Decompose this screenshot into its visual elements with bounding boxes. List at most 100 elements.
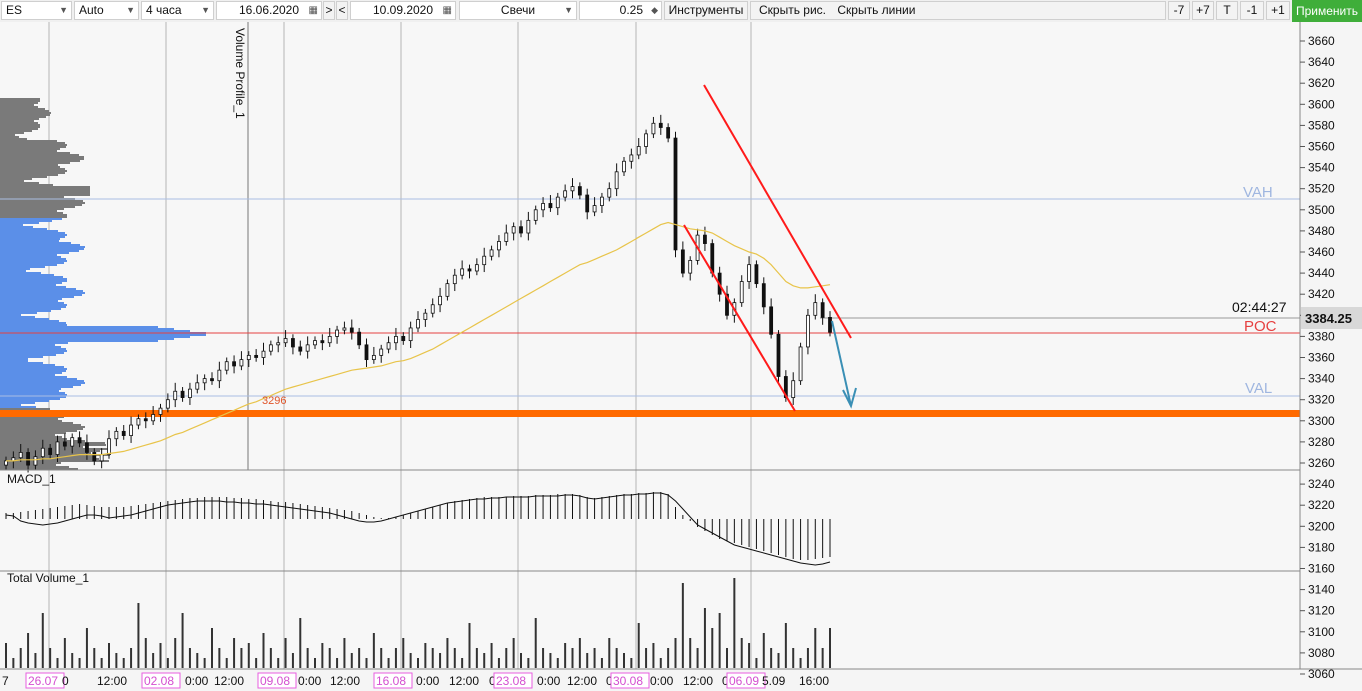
profile-bar: [0, 340, 158, 342]
candle-body: [143, 418, 148, 422]
candle-body: [85, 442, 89, 453]
profile-bar: [0, 436, 62, 438]
profile-bar: [0, 308, 61, 310]
candle-body: [151, 414, 156, 422]
profile-bar: [0, 456, 94, 458]
profile-bar: [0, 180, 24, 182]
candle-body: [776, 333, 781, 377]
price-chart[interactable]: Volume Profile_1 VAH POC VAL 3296 02:44:…: [0, 22, 1362, 691]
price-axis[interactable]: [1300, 22, 1362, 669]
candle-body: [224, 361, 229, 371]
candle-body: [165, 399, 170, 409]
toolbar: ES ▼ Auto ▼ 4 часа ▼ 16.06.2020 ▦ > < 10.09.…: [0, 0, 1362, 23]
profile-bar: [0, 188, 90, 190]
profile-bar: [0, 152, 70, 154]
time-axis[interactable]: [0, 669, 1300, 691]
profile-bar: [0, 298, 62, 300]
candle-body: [806, 314, 810, 348]
profile-bar: [0, 256, 61, 258]
macd-signal-line: [5, 492, 831, 566]
profile-bar: [0, 330, 190, 332]
today-button[interactable]: T: [1216, 1, 1238, 20]
profile-bar: [0, 390, 59, 392]
candle-body: [761, 283, 766, 308]
candle-body: [26, 452, 30, 466]
time-label: 7: [2, 674, 9, 688]
candle-body: [423, 312, 428, 320]
shift-minus1-button[interactable]: -1: [1240, 1, 1264, 20]
profile-bar: [0, 312, 37, 314]
date-to-field[interactable]: 10.09.2020 ▦: [350, 1, 456, 20]
calendar-icon: ▦: [308, 5, 318, 16]
profile-bar: [0, 224, 23, 226]
time-label: 0:00: [537, 674, 561, 688]
candle-body: [291, 338, 295, 348]
shift-minus7-button[interactable]: -7: [1168, 1, 1190, 20]
profile-bar: [0, 352, 64, 354]
scale-mode-select[interactable]: Auto ▼: [74, 1, 139, 20]
profile-bar: [0, 126, 40, 128]
apply-button[interactable]: Применить: [1292, 0, 1362, 22]
shift-plus1-button[interactable]: +1: [1266, 1, 1290, 20]
profile-bar: [0, 334, 206, 336]
candle-body: [828, 317, 832, 333]
profile-bar: [0, 120, 34, 122]
candle-body: [364, 344, 369, 361]
profile-bar: [0, 328, 174, 330]
profile-bar: [0, 250, 79, 252]
chevron-down-icon: ▼: [59, 5, 68, 15]
profile-bar: [0, 192, 90, 194]
profile-bar: [0, 364, 55, 366]
hide-drawings-button[interactable]: Скрыть рис.: [759, 3, 827, 17]
time-label: 0:00: [416, 674, 440, 688]
shift-plus7-button[interactable]: +7: [1192, 1, 1214, 20]
candle-body: [195, 382, 200, 390]
candle-body: [489, 249, 494, 257]
price-tick-label: 3620: [1308, 76, 1335, 90]
profile-bar: [0, 386, 73, 388]
profile-bar: [0, 434, 55, 436]
volume-bars: [5, 578, 831, 668]
next-date-button[interactable]: <: [336, 1, 348, 20]
candle-body: [18, 452, 23, 459]
support-level: [0, 410, 1300, 417]
profile-bar: [0, 438, 67, 440]
candle-body: [497, 241, 501, 251]
time-label: 0:00: [298, 674, 322, 688]
candle-body: [394, 335, 398, 344]
profile-bar: [0, 230, 58, 232]
prev-date-button[interactable]: >: [323, 1, 335, 20]
price-tick-label: 3120: [1308, 604, 1335, 618]
date-from-field[interactable]: 16.06.2020 ▦: [216, 1, 322, 20]
chevron-down-icon: ▼: [201, 5, 210, 15]
profile-bar: [0, 204, 82, 206]
price-tick-label: 3500: [1308, 203, 1335, 217]
candle-body: [327, 335, 332, 344]
profile-bar: [0, 202, 85, 204]
last-price-tag: [1301, 307, 1362, 329]
price-tick-label: 3460: [1308, 245, 1335, 259]
chevron-down-icon: ▼: [126, 5, 135, 15]
total-volume-label: Total Volume_1: [7, 571, 89, 585]
profile-bar: [0, 100, 40, 102]
time-axis-labels: 7 26.07 0 12:00 02.08 0:00 12:00 09.08 0:00 12:00…: [2, 672, 829, 689]
candle-body: [460, 268, 465, 276]
tick-size-field[interactable]: 0.25 ◆: [579, 1, 662, 20]
candle-body: [40, 447, 45, 458]
timeframe-select[interactable]: 4 часа ▼: [141, 1, 214, 20]
profile-bar: [0, 254, 57, 256]
profile-bar: [0, 350, 67, 352]
profile-bar: [0, 244, 80, 246]
price-tick-label: 3480: [1308, 224, 1335, 238]
symbol-select[interactable]: ES ▼: [1, 1, 72, 20]
hide-lines-button[interactable]: Скрыть линии: [837, 3, 916, 17]
candle-body: [600, 196, 604, 206]
profile-bar: [0, 214, 67, 216]
instruments-button[interactable]: Инструменты: [664, 1, 748, 20]
profile-bar: [0, 278, 67, 280]
profile-bar: [0, 454, 110, 456]
chart-type-select[interactable]: Свечи ▼: [459, 1, 577, 20]
profile-bar: [0, 432, 66, 434]
profile-bar: [0, 314, 21, 316]
profile-bar: [0, 420, 62, 422]
